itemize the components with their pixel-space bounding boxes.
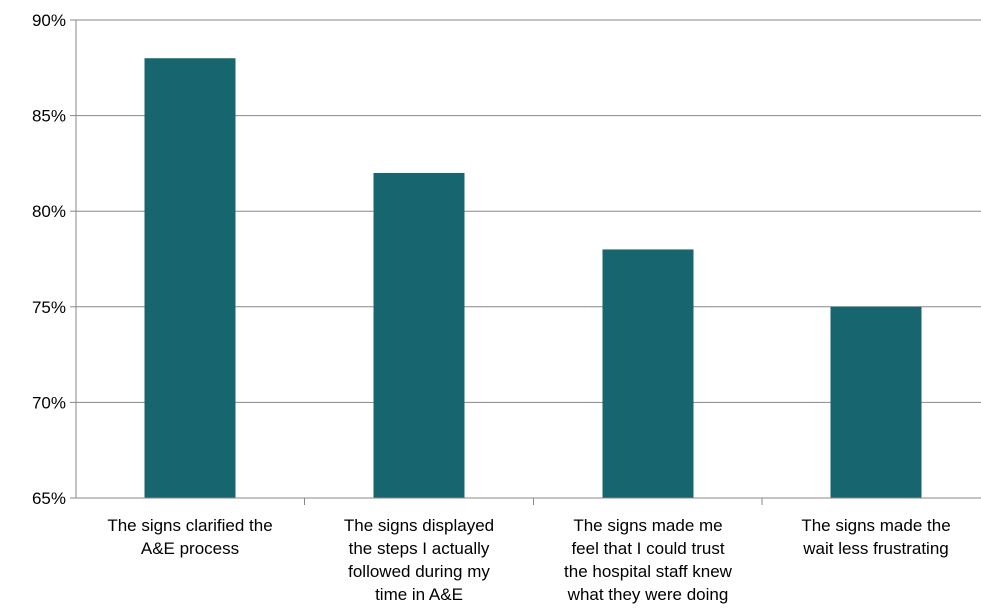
x-category-label-line: The signs made me: [573, 516, 722, 535]
x-category-label: The signs clarified the A&E process: [107, 516, 272, 558]
x-category-label-line: time in A&E: [375, 585, 463, 604]
bar: [144, 58, 236, 499]
bar: [373, 172, 465, 498]
y-tick-label: 90%: [32, 11, 66, 30]
x-category-label: The signs made the wait less frustrating: [801, 516, 950, 558]
y-tick-label: 65%: [32, 489, 66, 508]
bars: [144, 58, 922, 499]
bar: [830, 306, 922, 498]
x-category-label-line: followed during my: [348, 562, 490, 581]
x-category-label-line: the hospital staff knew: [564, 562, 733, 581]
x-category-label-line: The signs displayed: [344, 516, 494, 535]
y-tick-label: 70%: [32, 393, 66, 412]
x-category-label-line: The signs clarified the: [107, 516, 272, 535]
x-category-label-line: feel that I could trust: [571, 539, 724, 558]
y-axis-tick-labels: 65% 70% 75% 80% 85% 90%: [32, 11, 66, 508]
x-category-label-line: The signs made the: [801, 516, 950, 535]
y-tick-label: 80%: [32, 202, 66, 221]
y-tick-label: 75%: [32, 298, 66, 317]
x-category-label: The signs displayed the steps I actually f…: [344, 516, 494, 604]
x-category-label-line: what they were doing: [567, 585, 729, 604]
axes: [70, 19, 981, 505]
x-category-label-line: A&E process: [141, 539, 239, 558]
bar: [602, 249, 694, 498]
x-category-label-line: wait less frustrating: [802, 539, 949, 558]
y-tick-label: 85%: [32, 107, 66, 126]
x-category-label-line: the steps I actually: [349, 539, 490, 558]
x-category-label: The signs made me feel that I could trust…: [564, 516, 733, 604]
